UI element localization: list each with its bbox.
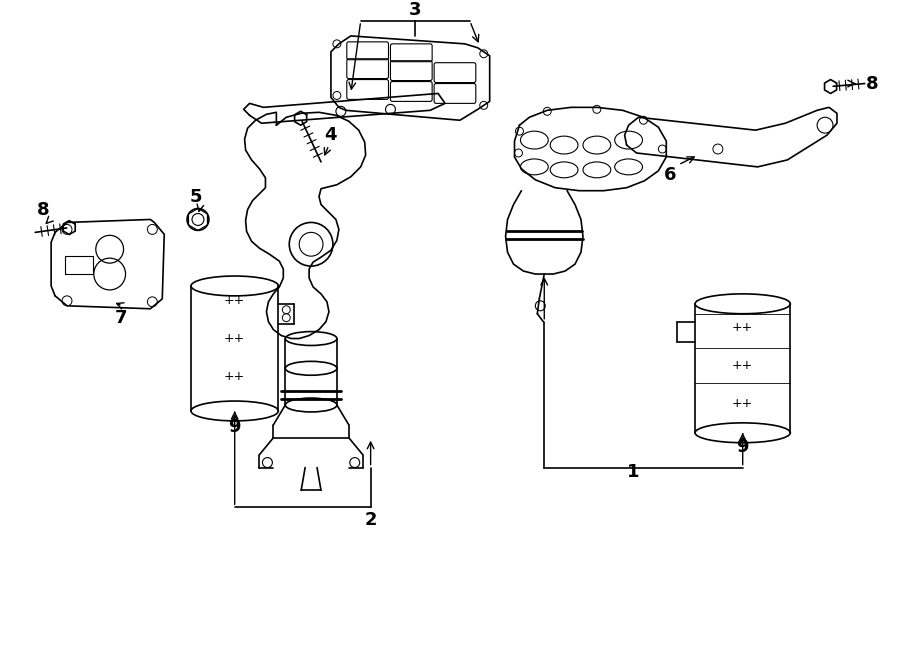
Text: ++: ++ xyxy=(732,359,753,372)
Text: ++: ++ xyxy=(224,332,246,345)
Text: 1: 1 xyxy=(627,463,640,481)
Text: 8: 8 xyxy=(866,75,878,93)
Text: 9: 9 xyxy=(736,438,749,455)
Text: 5: 5 xyxy=(190,188,203,206)
Text: ++: ++ xyxy=(224,369,246,383)
Text: 6: 6 xyxy=(664,166,677,184)
Text: ++: ++ xyxy=(732,321,753,334)
Text: 3: 3 xyxy=(409,1,421,19)
Text: ++: ++ xyxy=(732,397,753,410)
Text: 9: 9 xyxy=(229,418,241,436)
Text: 7: 7 xyxy=(114,309,127,327)
Text: 8: 8 xyxy=(37,200,50,219)
Text: 4: 4 xyxy=(325,126,338,144)
Text: ++: ++ xyxy=(224,294,246,307)
Text: 2: 2 xyxy=(364,511,377,529)
